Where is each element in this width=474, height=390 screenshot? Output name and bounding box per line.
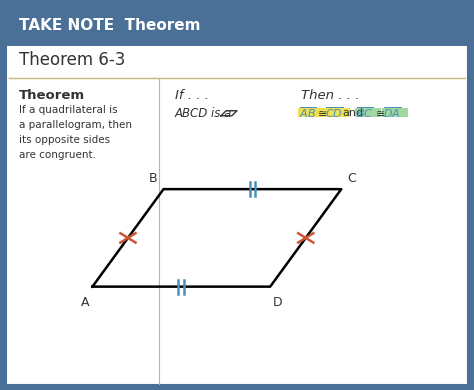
FancyBboxPatch shape bbox=[6, 44, 468, 385]
Text: TAKE NOTE  Theorem: TAKE NOTE Theorem bbox=[19, 18, 201, 33]
Text: $\overline{CD}$: $\overline{CD}$ bbox=[325, 105, 343, 120]
Text: B: B bbox=[149, 172, 157, 185]
Bar bbox=[298, 108, 324, 117]
FancyBboxPatch shape bbox=[6, 5, 468, 46]
Bar bbox=[355, 108, 381, 117]
Text: If . . .: If . . . bbox=[175, 89, 210, 102]
Text: Theorem: Theorem bbox=[19, 89, 85, 102]
Text: $\cong$: $\cong$ bbox=[373, 108, 385, 118]
Text: A: A bbox=[81, 296, 90, 309]
Text: D: D bbox=[273, 296, 282, 309]
Text: $\overline{BC}$: $\overline{BC}$ bbox=[356, 105, 373, 120]
Text: If a quadrilateral is
a parallelogram, then
its opposite sides
are congruent.: If a quadrilateral is a parallelogram, t… bbox=[19, 105, 132, 160]
Text: $\overline{DA}$: $\overline{DA}$ bbox=[383, 105, 401, 120]
Text: Theorem 6-3: Theorem 6-3 bbox=[19, 51, 125, 69]
Text: ABCD is a: ABCD is a bbox=[174, 106, 236, 120]
Text: C: C bbox=[347, 172, 356, 185]
Text: $\overline{AB}$: $\overline{AB}$ bbox=[299, 105, 317, 120]
Bar bbox=[324, 108, 350, 117]
Bar bbox=[382, 108, 408, 117]
Text: Then . . .: Then . . . bbox=[301, 89, 359, 102]
Text: $\cong$: $\cong$ bbox=[315, 108, 328, 118]
Text: and: and bbox=[342, 108, 364, 118]
